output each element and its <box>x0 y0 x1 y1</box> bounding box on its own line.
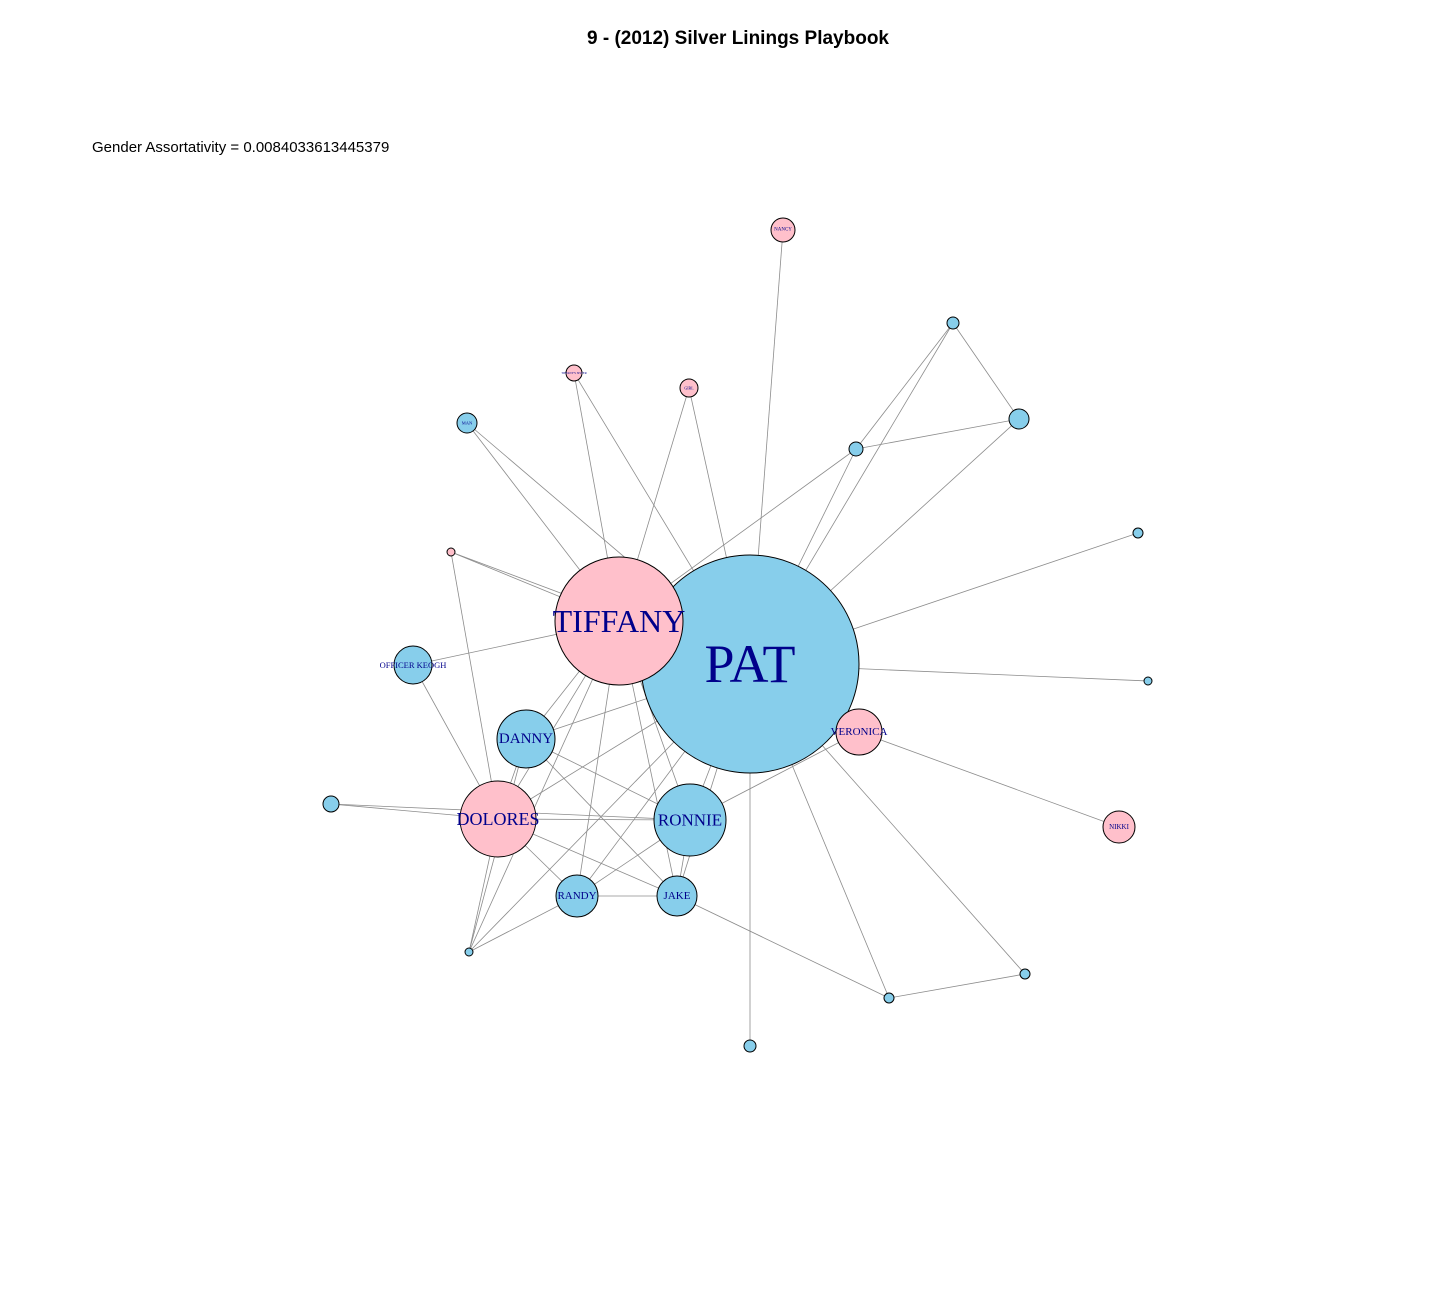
node-circle <box>393 645 433 685</box>
node-tiffany: TIFFANY <box>553 556 686 686</box>
node-ronnie: RONNIE <box>653 783 727 857</box>
node-label: VERONICA <box>831 726 888 738</box>
node-label: TIFFANY <box>553 603 686 639</box>
node-label: JAKE <box>664 890 691 902</box>
node-circle <box>946 316 960 330</box>
node-circle <box>446 547 456 557</box>
edge <box>888 973 1026 999</box>
node-m-e2 <box>1143 676 1153 686</box>
node-circle <box>835 708 883 756</box>
graph-title: 9 - (2012) Silver Linings Playbook <box>587 28 889 49</box>
node-circle <box>1132 527 1144 539</box>
node-circle <box>1102 810 1136 844</box>
node-label: NIKKI <box>1109 823 1129 831</box>
node-label: MAN <box>462 421 473 426</box>
edge <box>855 322 954 450</box>
node-danny: DANNY <box>496 709 556 769</box>
node-m-mid <box>848 441 864 457</box>
node-circle <box>743 1039 757 1053</box>
node-circle <box>456 412 478 434</box>
node-m-e1 <box>1132 527 1144 539</box>
node-circle <box>883 992 895 1004</box>
node-circle <box>653 783 727 857</box>
node-nikki: NIKKI <box>1102 810 1136 844</box>
node-man: MAN <box>456 412 478 434</box>
node-f-small2: GIRL <box>679 378 699 398</box>
node-label: RONNIE <box>658 811 722 830</box>
node-circle <box>1143 676 1153 686</box>
node-circle <box>679 378 699 398</box>
node-circle <box>554 556 684 686</box>
node-circle <box>565 364 583 382</box>
edge <box>525 738 678 897</box>
node-circle <box>459 780 537 858</box>
node-circle <box>555 874 599 918</box>
node-randy: RANDY <box>555 874 599 918</box>
edge <box>952 322 1020 420</box>
node-pat: PAT <box>640 554 860 774</box>
node-f-tiny <box>446 547 456 557</box>
node-circle <box>1008 408 1030 430</box>
node-dolores: DOLORES <box>456 780 540 858</box>
node-m-left <box>322 795 340 813</box>
node-m-br1 <box>883 992 895 1004</box>
node-label: RANDY <box>557 890 596 902</box>
node-circle <box>848 441 864 457</box>
node-circle <box>656 875 698 917</box>
node-label: DOLORES <box>456 809 539 829</box>
node-label: NANCY <box>774 228 792 233</box>
node-circle <box>770 217 796 243</box>
node-label: OFFICER KEOGH <box>380 660 447 670</box>
edge <box>858 731 1120 828</box>
node-circle <box>464 947 474 957</box>
node-label: GIRL <box>684 386 694 391</box>
node-veronica: VERONICA <box>831 708 888 756</box>
node-m-bl <box>464 947 474 957</box>
assortativity-label: Gender Assortativity = 0.008403361344537… <box>92 139 390 156</box>
node-label: TIFFANY'S SISTER <box>561 371 586 375</box>
node-m-right1 <box>1008 408 1030 430</box>
node-circle <box>1019 968 1031 980</box>
node-m-topright <box>946 316 960 330</box>
node-nancy: NANCY <box>770 217 796 243</box>
edge <box>855 418 1020 450</box>
edge <box>676 895 890 999</box>
node-m-b <box>743 1039 757 1053</box>
node-circle <box>322 795 340 813</box>
node-m-br2 <box>1019 968 1031 980</box>
node-label: DANNY <box>499 731 553 747</box>
node-tiff-sister: TIFFANY'S SISTER <box>561 364 587 382</box>
edge <box>450 551 499 820</box>
node-circle <box>496 709 556 769</box>
node-jake: JAKE <box>656 875 698 917</box>
node-officer-keogh: OFFICER KEOGH <box>380 645 447 685</box>
node-layer: PAT TIFFANY DOLORES RONNIE DANNY VERONICA RAND… <box>322 217 1153 1053</box>
node-label: PAT <box>704 634 795 694</box>
